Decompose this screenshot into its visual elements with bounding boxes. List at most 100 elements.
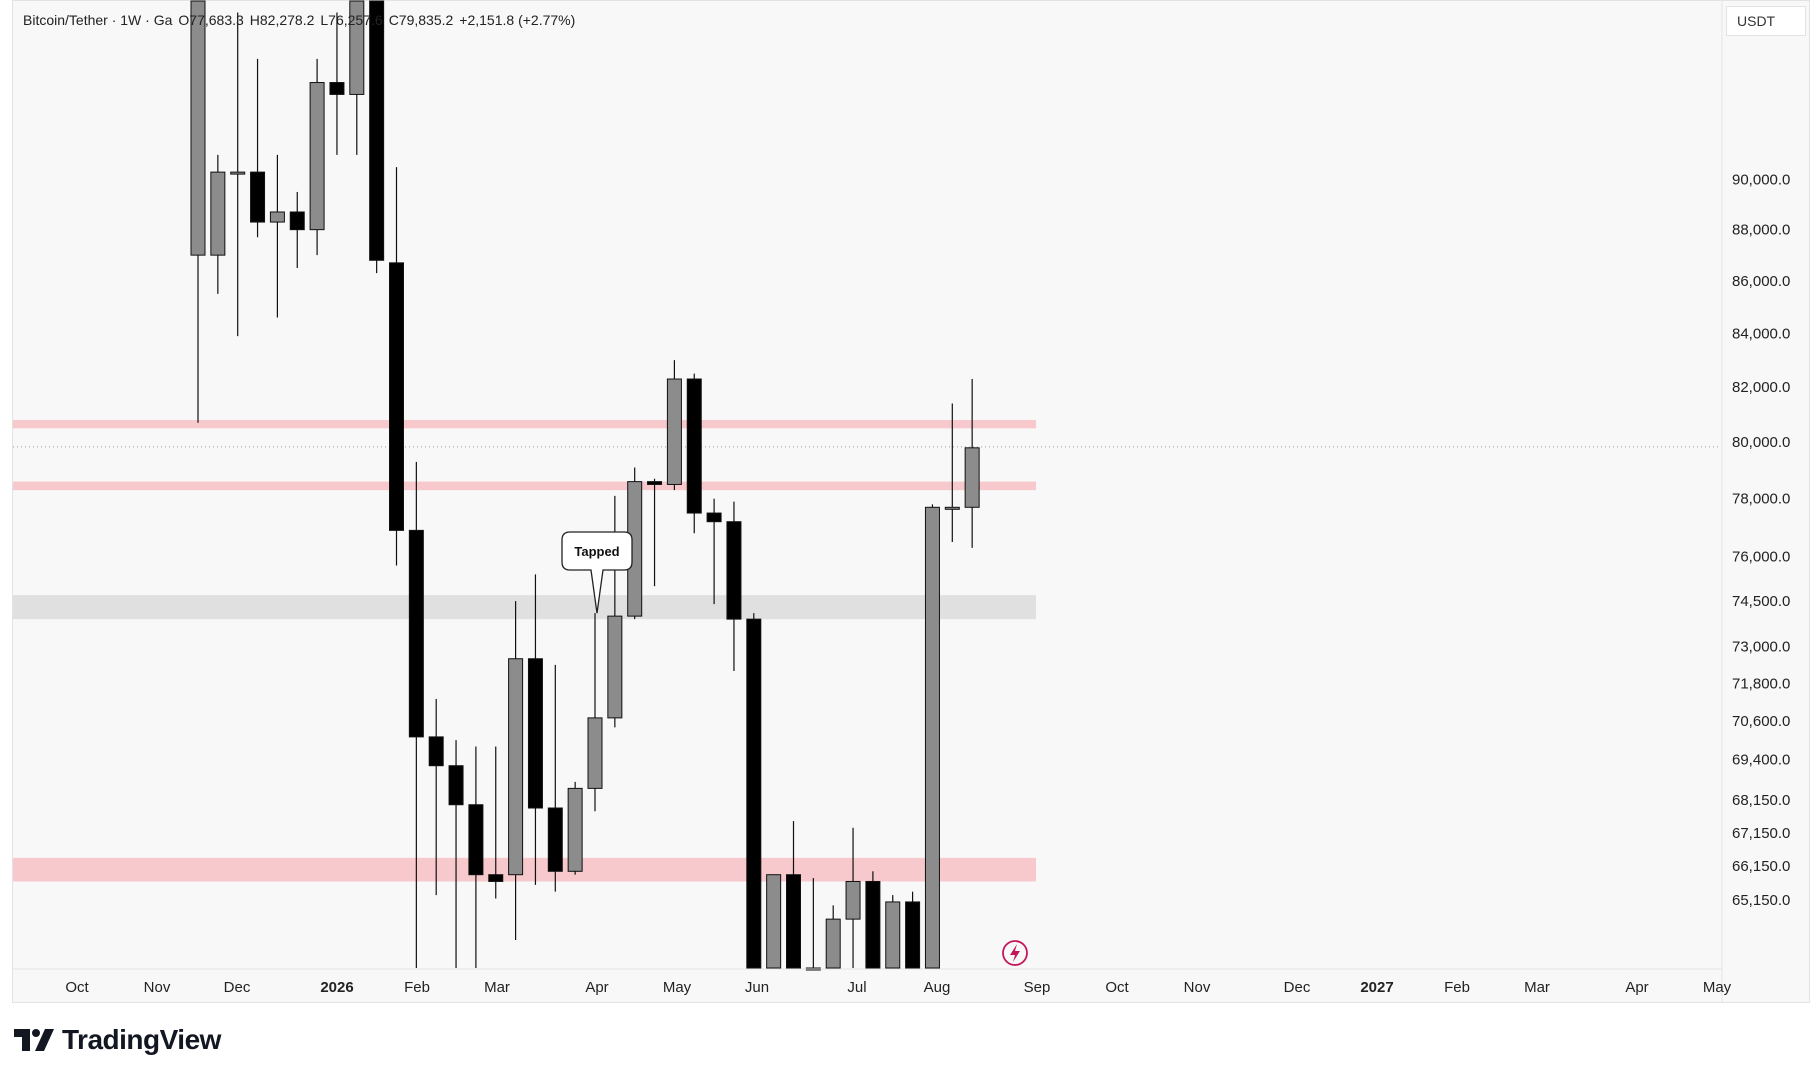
candle-38 xyxy=(944,403,960,543)
candle-body-15 xyxy=(488,874,504,882)
candle-body-34 xyxy=(865,880,881,969)
price-tick-label: 86,000.0 xyxy=(1732,273,1790,290)
time-tick-label: Mar xyxy=(1524,979,1550,996)
candle-32 xyxy=(825,905,841,969)
candle-6 xyxy=(309,58,325,256)
candle-body-11 xyxy=(408,529,424,738)
candle-9 xyxy=(369,0,385,274)
candle-14 xyxy=(468,746,484,968)
candle-body-16 xyxy=(508,658,524,876)
candle-31 xyxy=(805,878,821,971)
time-tick-label: Apr xyxy=(585,979,608,996)
candle-30 xyxy=(786,821,801,969)
price-tick-label: 84,000.0 xyxy=(1732,325,1790,342)
time-tick-label: 2027 xyxy=(1360,979,1393,996)
candle-35 xyxy=(885,895,901,969)
price-tick-label: 70,600.0 xyxy=(1732,713,1790,730)
time-tick-label: Dec xyxy=(224,979,251,996)
candle-5 xyxy=(289,191,305,269)
candle-body-30 xyxy=(786,874,801,969)
zone-grey-2 xyxy=(13,595,1036,620)
annotation[interactable]: Tapped xyxy=(561,531,633,614)
candle-body-24 xyxy=(666,378,682,485)
time-tick-label: Dec xyxy=(1284,979,1311,996)
candle-body-19 xyxy=(567,787,583,872)
candle-3 xyxy=(250,58,266,238)
zone-red-3 xyxy=(13,857,1036,882)
price-tick-label: 65,150.0 xyxy=(1732,892,1790,909)
candle-15 xyxy=(488,746,504,899)
candle-body-18 xyxy=(547,807,563,872)
candle-33 xyxy=(845,827,861,968)
candle-20 xyxy=(587,613,603,812)
candle-body-28 xyxy=(746,618,762,969)
candle-19 xyxy=(567,781,583,875)
price-tick-label: 67,150.0 xyxy=(1732,825,1790,842)
tradingview-logo-icon xyxy=(14,1029,54,1051)
time-tick-label: Sep xyxy=(1024,979,1051,996)
tradingview-logo[interactable]: TradingView xyxy=(14,1024,221,1056)
tradingview-logo-text: TradingView xyxy=(62,1024,221,1055)
price-tick-label: 76,000.0 xyxy=(1732,549,1790,566)
annotation-text: Tapped xyxy=(574,544,619,559)
candle-body-38 xyxy=(944,506,960,510)
candle-2 xyxy=(230,12,246,337)
price-tick-label: 68,150.0 xyxy=(1732,792,1790,809)
currency-selector[interactable]: USDT xyxy=(1726,6,1806,36)
lightning-icon[interactable] xyxy=(1002,940,1028,966)
time-tick-label: Aug xyxy=(924,979,951,996)
price-tick-label: 82,000.0 xyxy=(1732,379,1790,396)
price-tick-label: 73,000.0 xyxy=(1732,638,1790,655)
zone-red-1 xyxy=(13,481,1036,491)
candle-8 xyxy=(349,0,365,155)
candle-body-10 xyxy=(389,262,404,531)
price-tick-label: 66,150.0 xyxy=(1732,858,1790,875)
candle-body-9 xyxy=(369,0,385,261)
candle-body-17 xyxy=(527,658,543,809)
time-tick-label: Jun xyxy=(745,979,769,996)
time-tick-label: Oct xyxy=(65,979,89,996)
candle-body-1 xyxy=(210,171,226,256)
price-tick-label: 90,000.0 xyxy=(1732,172,1790,189)
time-tick-label: Mar xyxy=(484,979,510,996)
price-tick-label: 69,400.0 xyxy=(1732,751,1790,768)
candle-body-23 xyxy=(647,481,663,485)
price-axis[interactable]: 90,000.0 88,000.0 86,000.0 84,000.0 82,000.0… xyxy=(1732,172,1790,910)
candle-body-3 xyxy=(250,171,266,223)
time-tick-label: Feb xyxy=(1444,979,1470,996)
candle-0 xyxy=(190,0,206,423)
candle-17 xyxy=(527,574,543,885)
candle-body-35 xyxy=(885,901,901,969)
candle-36 xyxy=(905,891,921,969)
time-tick-label: 2026 xyxy=(320,979,353,996)
candle-4 xyxy=(269,154,285,318)
candle-28 xyxy=(746,613,762,969)
candle-11 xyxy=(408,461,424,968)
candle-body-14 xyxy=(468,804,484,876)
candle-37 xyxy=(924,504,940,969)
candle-body-12 xyxy=(428,736,444,767)
candle-22 xyxy=(627,467,643,620)
time-tick-label: May xyxy=(1703,979,1732,996)
time-tick-label: Nov xyxy=(144,979,171,996)
candle-24 xyxy=(666,360,682,491)
candle-body-20 xyxy=(587,717,603,789)
candles-layer xyxy=(190,0,980,971)
annotation-bubble[interactable] xyxy=(561,531,633,614)
time-tick-label: Oct xyxy=(1105,979,1129,996)
time-tick-label: Jul xyxy=(847,979,866,996)
candle-body-26 xyxy=(706,512,722,523)
price-tick-label: 74,500.0 xyxy=(1732,593,1790,610)
candle-7 xyxy=(329,12,345,155)
candle-body-29 xyxy=(766,874,782,969)
candle-body-27 xyxy=(726,521,742,620)
candle-body-7 xyxy=(329,82,345,95)
candle-body-13 xyxy=(448,765,464,806)
candle-body-5 xyxy=(289,211,305,231)
price-tick-label: 88,000.0 xyxy=(1732,222,1790,239)
candle-body-6 xyxy=(309,82,325,231)
time-axis[interactable]: Oct Nov Dec 2026 Feb Mar Apr May Jun Jul Aug Sep Oct… xyxy=(65,979,1731,996)
candle-body-33 xyxy=(845,880,861,920)
candle-body-32 xyxy=(825,918,841,969)
